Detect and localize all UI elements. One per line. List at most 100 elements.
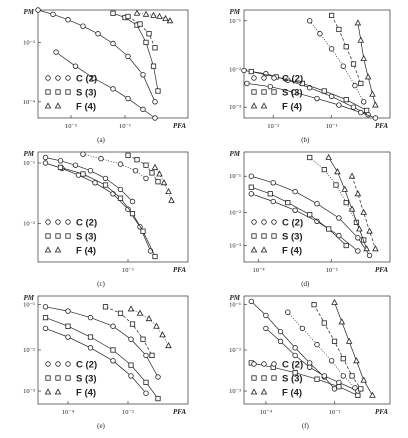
data-point-triangle	[133, 9, 141, 16]
data-point-circle	[314, 200, 320, 207]
data-point-circle	[42, 154, 49, 161]
y-tick-label: 10⁻¹	[229, 18, 241, 25]
legend-marker-triangle	[44, 388, 52, 395]
legend-marker-square	[65, 233, 71, 239]
legend-marker-square	[65, 375, 71, 381]
legend: C (2) S (3) F (4)	[250, 218, 303, 257]
legend-marker-square	[45, 375, 51, 381]
data-point-square	[125, 152, 131, 158]
legend-marker-triangle	[250, 102, 258, 109]
legend: C (2) S (3) F (4)	[250, 74, 303, 113]
series-line	[351, 176, 376, 249]
data-point-circle	[263, 312, 269, 319]
data-point-circle	[155, 374, 161, 380]
data-point-circle	[125, 53, 131, 60]
legend-marker-circle	[271, 361, 277, 367]
x-tick-label: 10⁻⁴	[62, 409, 75, 416]
data-point-square	[349, 373, 355, 379]
data-point-square	[134, 157, 140, 163]
data-point-square	[343, 44, 349, 50]
y-axis-label: PM	[230, 8, 241, 16]
series-circle	[241, 67, 371, 118]
data-point-triangle	[363, 245, 370, 252]
data-point-square	[321, 166, 327, 173]
series-circle	[263, 325, 361, 394]
data-point-square	[57, 164, 64, 170]
series-circle	[42, 154, 136, 205]
data-point-circle	[140, 106, 146, 113]
data-point-square	[140, 336, 146, 342]
legend-marker-triangle	[250, 388, 258, 395]
data-point-triangle	[345, 337, 353, 344]
data-point-triangle	[348, 172, 356, 179]
x-tick-label: 10⁻¹	[122, 267, 134, 274]
series-circle	[244, 80, 379, 121]
data-point-square	[149, 170, 155, 176]
legend-label: S (3)	[282, 232, 303, 243]
data-point-circle	[336, 232, 342, 239]
data-point-square	[129, 210, 136, 217]
series-square	[57, 164, 158, 260]
data-point-circle	[42, 325, 49, 332]
data-point-circle	[57, 158, 64, 164]
legend-marker-square	[65, 89, 71, 95]
data-point-circle	[143, 352, 149, 359]
legend-label: C (2)	[76, 360, 97, 371]
legend-marker-circle	[45, 361, 51, 367]
y-axis-label: PM	[230, 294, 241, 302]
data-point-square	[143, 379, 149, 386]
data-point-triangle	[145, 315, 153, 322]
data-point-circle	[372, 115, 379, 121]
series-square	[328, 12, 364, 87]
data-point-circle	[277, 328, 284, 335]
legend-marker-triangle	[260, 102, 268, 109]
data-point-triangle	[353, 357, 360, 364]
data-point-circle	[336, 215, 342, 221]
data-point-square	[117, 310, 124, 316]
data-point-triangle	[127, 305, 135, 312]
panel-b: PM PFA (b) 10⁻² 10⁻¹ 10⁻¹ 10⁻² 10⁻³ C (2) S (3) F …	[229, 8, 391, 144]
y-tick-label: 10⁻¹	[229, 302, 241, 309]
data-point-square	[307, 154, 313, 161]
data-point-square	[350, 61, 357, 67]
data-point-circle	[98, 155, 104, 162]
panel-d: PM PFA (d) 10⁻⁴ 10⁻² 10⁻¹ 10⁻² 10⁻³ C (2) S (3) F …	[229, 150, 391, 288]
data-point-triangle	[136, 309, 144, 316]
data-point-triangle	[142, 10, 150, 17]
data-point-square	[155, 395, 161, 402]
series-line	[45, 328, 147, 394]
data-point-circle	[92, 180, 98, 186]
series-square	[311, 302, 364, 392]
data-point-square	[110, 10, 116, 16]
data-point-circle	[72, 63, 79, 69]
data-point-triangle	[369, 391, 376, 398]
series-circle	[248, 173, 373, 259]
data-point-square	[102, 182, 109, 188]
legend-label: C (2)	[282, 218, 303, 229]
legend-label: S (3)	[76, 374, 97, 385]
data-point-square	[267, 191, 273, 197]
legend-marker-circle	[65, 219, 71, 225]
data-point-square	[146, 31, 152, 37]
data-point-circle	[340, 63, 346, 69]
data-point-triangle	[153, 322, 160, 329]
series-circle	[307, 18, 367, 105]
data-point-square	[343, 242, 349, 249]
series-square	[102, 304, 155, 359]
data-point-square	[326, 226, 332, 232]
legend: C (2) S (3) F (4)	[44, 360, 97, 399]
data-point-triangle	[331, 298, 338, 305]
data-point-triangle	[360, 54, 367, 61]
panel-e: PM PFA (e) 10⁻⁴ 10⁻² 10⁻¹ 10⁻² 10⁻³ C (2) S (3) F …	[23, 294, 189, 430]
data-point-square	[321, 88, 327, 94]
legend-marker-circle	[55, 75, 61, 81]
data-point-circle	[307, 18, 313, 24]
data-point-circle	[366, 252, 373, 259]
panel-label: (b)	[301, 136, 310, 144]
x-tick-label: 10⁻¹	[326, 123, 338, 130]
legend-label: S (3)	[282, 88, 303, 99]
data-point-circle	[307, 360, 313, 366]
series-line	[45, 306, 159, 378]
x-tick-label: 10⁻⁴	[260, 409, 273, 416]
